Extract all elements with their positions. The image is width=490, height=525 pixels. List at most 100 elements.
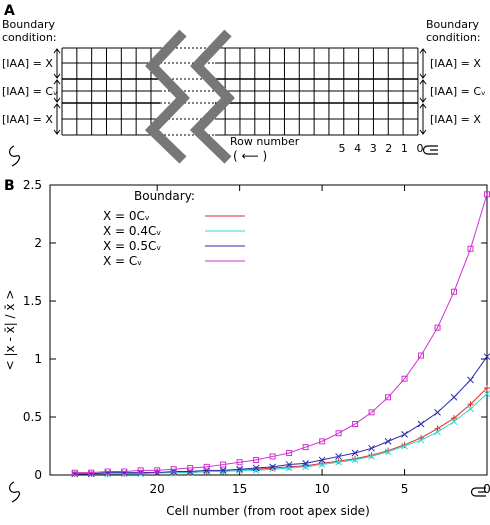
marker [269, 463, 276, 471]
plot-frame [49, 184, 488, 476]
marker [451, 415, 458, 422]
marker [401, 375, 408, 382]
marker [352, 420, 359, 427]
marker [318, 456, 326, 464]
x-tick-label: 5 [401, 482, 409, 496]
marker [71, 469, 78, 476]
series-line [74, 393, 488, 475]
marker [385, 394, 392, 401]
marker [484, 385, 490, 391]
legend-label: X = 0.4Cᵥ [103, 224, 161, 238]
x-tick-label: 0 [483, 482, 490, 496]
marker [253, 466, 260, 473]
marker [434, 409, 441, 416]
panel-label: B [4, 178, 15, 194]
condition: [IAA] = Cᵥ [430, 85, 486, 98]
condition: [IAA] = X [430, 113, 481, 126]
marker [467, 405, 474, 413]
marker [170, 466, 177, 473]
marker [219, 468, 227, 475]
legend-label: X = 0Cᵥ [103, 209, 150, 223]
marker [483, 390, 490, 398]
legend-label: X = 0.5Cᵥ [103, 239, 161, 253]
marker [104, 468, 111, 475]
marker [351, 456, 359, 464]
y-tick-label: 0.5 [23, 410, 42, 424]
row-number-label: Row number [230, 135, 300, 148]
arrows [53, 48, 427, 135]
x-axis-label: Cell number (from root apex side) [166, 504, 370, 518]
marker [450, 418, 458, 425]
marker [88, 469, 95, 476]
marker [368, 409, 375, 416]
marker [335, 458, 342, 465]
marker [203, 463, 210, 470]
marker [351, 449, 359, 457]
break-chevron [144, 29, 190, 164]
marker [467, 401, 474, 408]
legend-label: X = Cᵥ [103, 254, 142, 268]
x-tick-label: 10 [314, 482, 329, 496]
tissue-grid [61, 29, 419, 164]
marker [302, 460, 309, 467]
marker [368, 453, 375, 460]
marker [434, 428, 441, 436]
row-number: 1 [401, 142, 408, 155]
marker [417, 436, 425, 444]
y-tick-label: 1.5 [23, 294, 42, 308]
marker [220, 461, 227, 468]
condition: [IAA] = X [2, 57, 53, 70]
heading: Boundary [426, 18, 479, 31]
marker [187, 465, 194, 472]
y-tick-label: 0 [34, 468, 42, 482]
marker [467, 245, 474, 252]
marker [401, 431, 408, 438]
marker [253, 456, 260, 463]
break-chevron [189, 29, 235, 164]
y-tick-label: 2.5 [23, 178, 42, 192]
x-tick-label: 15 [232, 482, 247, 496]
marker [450, 393, 458, 401]
row-number: 2 [385, 142, 392, 155]
marker [368, 444, 375, 452]
marker [269, 453, 276, 460]
marker [137, 467, 144, 474]
direction: ( ⟵ ) [233, 149, 267, 163]
marker [319, 460, 326, 467]
marker [121, 468, 128, 475]
marker [219, 467, 227, 474]
marker [154, 467, 161, 474]
marker [401, 442, 408, 450]
marker [335, 430, 342, 437]
marker [335, 458, 342, 466]
marker [384, 438, 392, 445]
series-line [74, 356, 488, 475]
marker [418, 352, 425, 359]
marker [434, 425, 441, 432]
root-icon [422, 145, 486, 497]
row-number: 5 [339, 142, 346, 155]
y-axis-label: < |x - x̄| / x̄ > [3, 290, 17, 371]
marker [252, 464, 260, 472]
marker [434, 324, 441, 331]
marker [236, 465, 243, 473]
marker [285, 461, 293, 468]
marker [417, 420, 425, 428]
marker [451, 288, 458, 295]
legend-title: Boundary: [134, 189, 195, 203]
heading: condition: [2, 31, 57, 44]
y-tick-label: 1 [34, 352, 42, 366]
row-number: 0 [417, 142, 424, 155]
marker [302, 444, 309, 451]
marker [384, 448, 392, 456]
heading: Boundary [2, 18, 55, 31]
series-line [74, 387, 488, 475]
marker [286, 449, 293, 456]
shoot-icon [8, 145, 21, 503]
row-number: 3 [370, 142, 377, 155]
x-tick-label: 20 [150, 482, 165, 496]
marker [236, 467, 243, 474]
marker [236, 459, 243, 466]
panel-label: A [4, 3, 15, 19]
